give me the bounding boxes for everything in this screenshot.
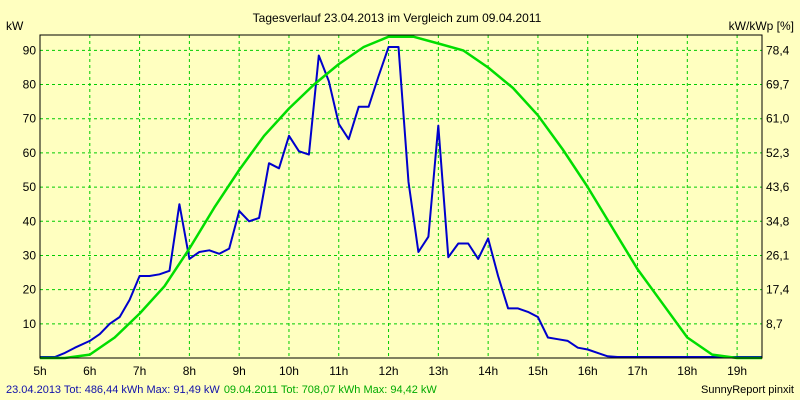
y-tick-label-left: 30	[23, 248, 37, 262]
y-tick-label-left: 80	[23, 78, 37, 92]
x-tick-label: 10h	[279, 364, 299, 378]
y-tick-label-left: 90	[23, 43, 37, 57]
y-tick-label-left: 50	[23, 180, 37, 194]
footer-stats-2011: 09.04.2011 Tot: 708,07 kWh Max: 94,42 kW	[224, 384, 438, 396]
x-tick-label: 13h	[428, 364, 448, 378]
y-tick-label-right: 17,4	[766, 283, 790, 297]
x-tick-label: 9h	[232, 364, 245, 378]
series-line-2011	[40, 35, 762, 360]
series-line-2013	[40, 46, 762, 358]
y-tick-label-right: 52,3	[766, 146, 790, 160]
plot-frame	[39, 34, 763, 359]
x-tick-label: 15h	[528, 364, 548, 378]
y-tick-label-left: 70	[23, 112, 37, 126]
chart-title: Tagesverlauf 23.04.2013 im Vergleich zum…	[253, 11, 542, 25]
x-tick-label: 8h	[183, 364, 196, 378]
x-tick-label: 19h	[727, 364, 747, 378]
x-tick-label: 16h	[578, 364, 598, 378]
y-tick-label-right: 8,7	[766, 317, 783, 331]
x-tick-label: 5h	[33, 364, 46, 378]
grid	[40, 35, 762, 358]
footer-stats-2013: 23.04.2013 Tot: 486,44 kWh Max: 91,49 kW	[6, 384, 220, 396]
left-axis-unit: kW	[6, 19, 24, 33]
y-tick-label-right: 61,0	[766, 112, 790, 126]
x-tick-label: 11h	[329, 364, 348, 378]
y-tick-label-right: 34,8	[766, 214, 790, 228]
footer-brand: SunnyReport pinxit	[701, 384, 794, 396]
y-tick-label-left: 40	[23, 214, 37, 228]
y-tick-label-right: 43,6	[766, 180, 790, 194]
y-tick-label-left: 20	[23, 283, 37, 297]
right-axis-unit: kW/kWp [%]	[729, 19, 794, 33]
x-tick-label: 17h	[628, 364, 648, 378]
footer-stats: 23.04.2013 Tot: 486,44 kWh Max: 91,49 kW…	[6, 384, 437, 396]
series-lines	[40, 35, 762, 360]
x-tick-label: 12h	[379, 364, 399, 378]
y-tick-label-left: 10	[23, 317, 37, 331]
y-tick-label-right: 26,1	[766, 248, 790, 262]
x-tick-label: 7h	[133, 364, 146, 378]
y-tick-label-left: 60	[23, 146, 37, 160]
x-tick-label: 14h	[478, 364, 498, 378]
tick-labels: 5h 6h 7h 8h 9h 10h 11h 12h 13h 14h 15h 16h 17h 18h 19h…	[23, 43, 790, 378]
x-tick-label: 6h	[83, 364, 96, 378]
x-tick-label: 18h	[677, 364, 697, 378]
y-tick-label-right: 69,7	[766, 78, 790, 92]
y-tick-label-right: 78,4	[766, 43, 790, 57]
